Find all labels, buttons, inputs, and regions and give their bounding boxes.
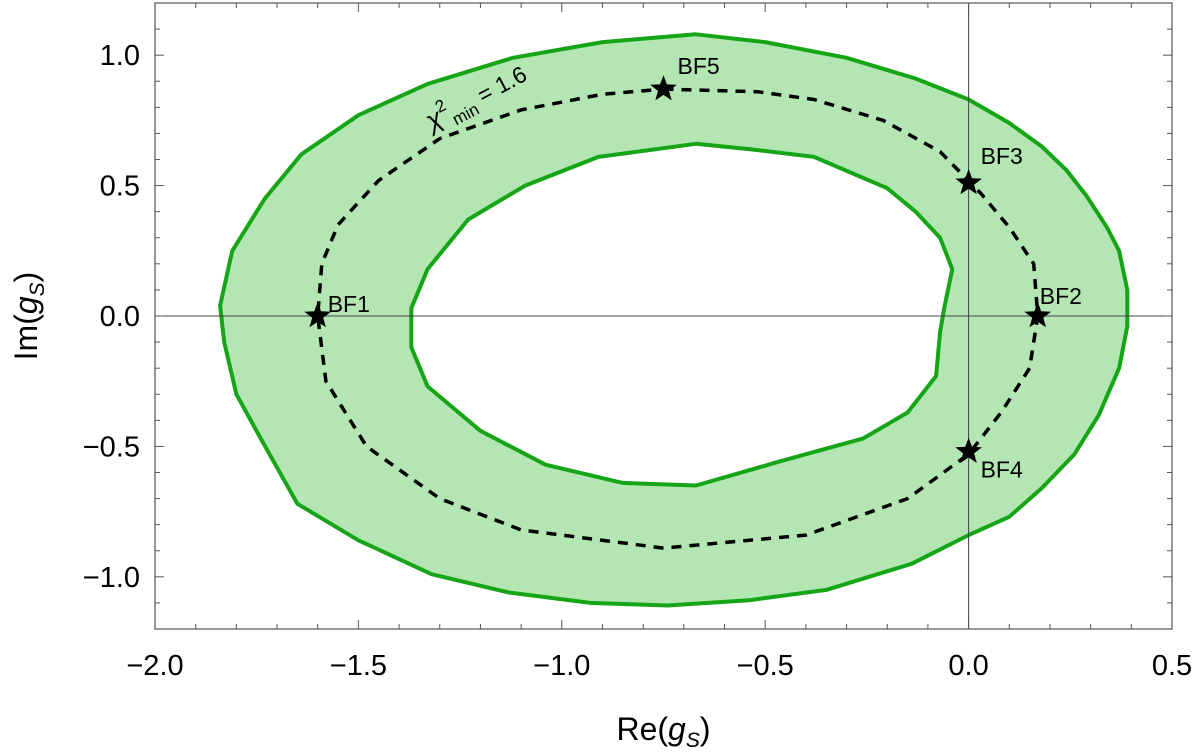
best-fit-label: BF2 [1040,283,1082,309]
band-fill [220,34,1128,606]
best-fit-markers [304,75,1052,463]
best-fit-label: BF5 [678,53,720,79]
best-fit-label: BF1 [328,291,370,317]
y-tick-label: −1.0 [83,562,140,594]
x-tick-label: −0.5 [737,650,794,682]
outer-boundary-line [218,32,1130,608]
chi2-min-contour [315,87,1040,550]
best-fit-star [304,302,331,328]
confidence-band [218,32,1130,608]
y-tick-label: 0.0 [100,301,140,333]
x-axis-title: Re(gS) [616,711,710,752]
x-tick-label: 0.5 [1152,650,1192,682]
x-tick-label: −1.5 [330,650,387,682]
x-tick-label: −1.0 [533,650,590,682]
best-fit-star [650,75,677,101]
x-tick-label: 0.0 [948,650,988,682]
best-fit-star [955,437,982,463]
y-tick-label: −0.5 [83,431,140,463]
y-tick-label: 0.5 [100,171,140,203]
y-axis-title: Im(gS) [8,272,49,361]
best-fit-label: BF3 [981,143,1023,169]
contour-line [315,87,1040,550]
best-fit-label: BF4 [981,457,1023,483]
x-tick-label: −2.0 [126,650,183,682]
best-fit-star [955,169,982,195]
axis-ticks: −2.0 −1.5 −1.0 −0.5 0.0 0.5 −1.0 −0.5 0.0 0.5 1.0 [83,2,1192,682]
inner-boundary-line [409,141,955,488]
best-fit-star [1024,302,1052,328]
y-tick-label: 1.0 [100,40,140,72]
